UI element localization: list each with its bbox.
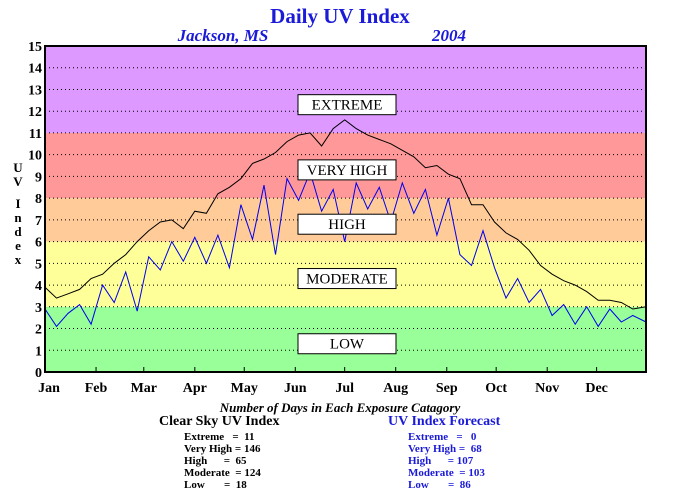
x-tick-label: Oct xyxy=(485,381,507,396)
forecast-stat-row: High = 107 xyxy=(408,455,474,467)
y-tick-label: 6 xyxy=(35,236,42,251)
x-tick-label: Aug xyxy=(383,381,408,396)
x-axis-ticks: Jan Feb Mar Apr May Jun Jul Aug Sep Oct Nov Dec xyxy=(38,367,608,396)
band-label-box xyxy=(297,268,397,290)
uv-forecast-line xyxy=(44,170,647,328)
plot-frame xyxy=(44,45,647,373)
x-tick-label: Jun xyxy=(284,381,307,396)
y-tick-label: 10 xyxy=(28,149,42,164)
clear-sky-stats: Clear Sky UV Index Extreme = 11 Very High… xyxy=(159,414,279,491)
forecast-stats-title: UV Index Forecast xyxy=(388,414,501,429)
forecast-stat-row: Moderate = 103 xyxy=(408,467,485,479)
y-tick-label: 12 xyxy=(28,105,42,120)
clear-sky-stat-row: Low = 18 xyxy=(184,479,247,491)
y-tick-label: 4 xyxy=(35,279,42,294)
y-tick-label: 1 xyxy=(35,344,42,359)
band-label-box xyxy=(297,94,397,116)
band-label: EXTREME xyxy=(312,98,383,114)
clear-sky-stats-rows: Extreme = 11 Very High = 146 High = 65 Mode… xyxy=(184,431,279,491)
y-axis-label-letter: U xyxy=(13,160,23,175)
clear-sky-uv-line xyxy=(44,119,647,310)
band-labels: LOW MODERATE HIGH VERY HIGH EXTREME xyxy=(297,94,397,355)
band-label-box xyxy=(297,333,397,355)
band-label: HIGH xyxy=(328,217,366,233)
y-tick-label: 5 xyxy=(35,257,42,272)
days-in-category-label: Number of Days in Each Exposure Catagory xyxy=(219,400,461,415)
y-tick-label: 11 xyxy=(29,127,42,142)
clear-sky-stat-row: Extreme = 11 xyxy=(184,431,255,443)
x-tick-label: Apr xyxy=(183,381,207,396)
y-axis-label-letter: I xyxy=(15,196,20,211)
y-tick-label: 15 xyxy=(28,40,42,55)
forecast-stat-row: Very High = 68 xyxy=(408,443,482,455)
forecast-stats-rows: Extreme = 0 Very High = 68 High = 107 Moder… xyxy=(408,431,500,491)
forecast-stat-row: Low = 86 xyxy=(408,479,471,491)
band-label-box xyxy=(297,159,397,181)
x-tick-label: Mar xyxy=(131,381,157,396)
y-tick-label: 0 xyxy=(35,366,42,381)
forecast-stat-row: Extreme = 0 xyxy=(408,431,477,443)
band-label: LOW xyxy=(330,337,365,353)
y-axis-label-letter: n xyxy=(14,210,22,225)
clear-sky-stats-title: Clear Sky UV Index xyxy=(159,414,280,429)
x-tick-label: Nov xyxy=(535,381,559,396)
y-axis-label-letter: V xyxy=(13,174,23,189)
x-tick-label: May xyxy=(231,381,258,396)
y-tick-label: 8 xyxy=(35,192,42,207)
gridlines xyxy=(45,67,646,351)
clear-sky-stat-row: Moderate = 124 xyxy=(184,467,261,479)
y-tick-label: 7 xyxy=(35,214,42,229)
forecast-stats: UV Index Forecast Extreme = 0 Very High =… xyxy=(388,414,500,491)
year-subtitle: 2004 xyxy=(431,26,466,45)
y-tick-label: 9 xyxy=(35,170,42,185)
y-axis-label-letter: e xyxy=(15,238,21,253)
x-tick-label: Sep xyxy=(436,381,458,396)
y-tick-label: 13 xyxy=(28,83,42,98)
y-tick-label: 2 xyxy=(35,323,42,338)
y-tick-label: 14 xyxy=(28,62,42,77)
y-axis-label-letter: x xyxy=(15,252,22,267)
chart-title: Daily UV Index xyxy=(270,4,410,28)
series-lines xyxy=(44,119,647,328)
x-tick-label: Jul xyxy=(335,381,354,396)
x-tick-label: Dec xyxy=(585,381,608,396)
band-label: MODERATE xyxy=(306,272,388,288)
x-tick-label: Feb xyxy=(85,381,108,396)
clear-sky-stat-row: Very High = 146 xyxy=(184,443,261,455)
band-label: VERY HIGH xyxy=(307,163,388,179)
x-tick-label: Jan xyxy=(38,381,60,396)
band-label-box xyxy=(297,213,397,235)
y-tick-label: 3 xyxy=(35,301,42,316)
y-axis-label-letter: d xyxy=(14,224,22,239)
location-subtitle: Jackson, MS xyxy=(177,26,269,45)
clear-sky-stat-row: High = 65 xyxy=(184,455,247,467)
